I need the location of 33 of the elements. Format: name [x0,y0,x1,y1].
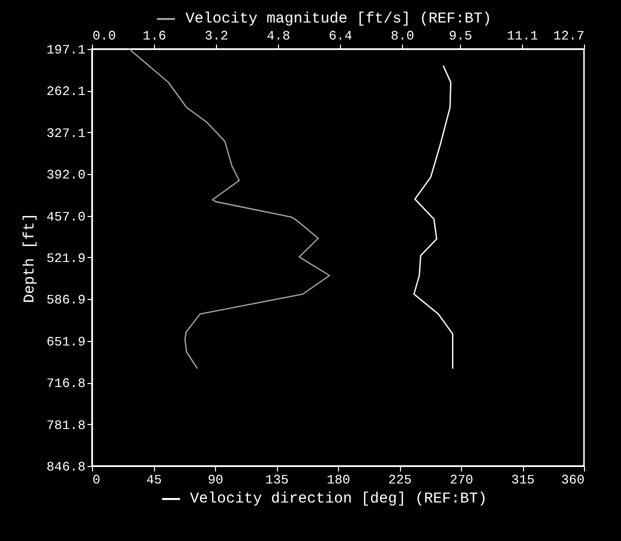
y-tick-label: 846.8 [46,460,86,474]
x2-tick-label: 3.2 [204,28,228,44]
line-series [413,64,454,370]
x-tick-label: 90 [208,472,224,488]
x-tick-label: 135 [265,472,289,488]
x-tick-label: 45 [146,472,162,488]
y-tick-label: 327.1 [46,126,86,141]
x2-tick-label: 0.0 [92,28,116,44]
x2-tick-label: 8.0 [390,28,414,44]
x-tick-label: 315 [511,472,535,488]
x-tick-label: 225 [388,472,412,488]
x-tick-label: 360 [561,472,584,488]
y-tick-label: 716.8 [46,376,86,392]
y-tick-label: 457.0 [46,209,86,224]
y-tick-label: 651.9 [46,334,86,350]
x2-tick-label: 6.4 [328,28,352,44]
y-tick-label: 521.9 [46,250,86,266]
y-tick-label: 781.8 [46,418,86,433]
x2-tick-label: 1.6 [142,28,166,44]
x-axis-title: Velocity direction [deg] (REF:BT) [190,490,488,508]
x-tick-label: 180 [326,472,350,488]
x2-tick-label: 12.7 [553,28,584,44]
y-tick-label: 197.1 [46,42,86,58]
y-tick-label: 262.1 [46,84,86,100]
y-tick-label: 586.9 [46,292,86,308]
x2-tick-label: 11.1 [506,28,538,44]
x-tick-label: 0 [92,472,100,488]
x2-tick-label: 4.8 [266,28,290,44]
x2-axis-title: Velocity magnitude [ft/s] (REF:BT) [185,10,492,28]
y-axis-title: Depth [ft] [21,212,38,304]
x2-tick-label: 9.5 [448,28,472,44]
x-tick-label: 270 [450,472,474,488]
y-tick-label: 392.0 [46,168,86,183]
